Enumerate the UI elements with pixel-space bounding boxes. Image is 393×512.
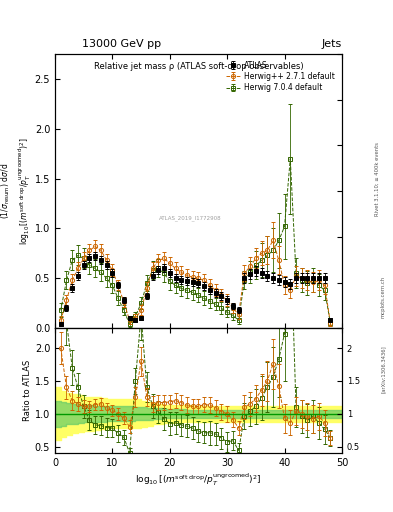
Text: Relative jet mass ρ (ATLAS soft-drop observables): Relative jet mass ρ (ATLAS soft-drop obs…: [94, 62, 303, 71]
Text: 13000 GeV pp: 13000 GeV pp: [82, 38, 162, 49]
Text: Rivet 3.1.10; ≥ 400k events: Rivet 3.1.10; ≥ 400k events: [375, 142, 380, 216]
Text: mcplots.cern.ch: mcplots.cern.ch: [381, 276, 386, 318]
Text: ATLAS_2019_I1772908: ATLAS_2019_I1772908: [158, 216, 221, 221]
Text: Jets: Jets: [321, 38, 342, 49]
Text: [arXiv:1306.3436]: [arXiv:1306.3436]: [381, 345, 386, 393]
Y-axis label: $(1/\sigma_{\rm resum})\ {\rm d}\sigma/{\rm d}$
$\log_{10}[(m^{\rm soft\ drop}/p: $(1/\sigma_{\rm resum})\ {\rm d}\sigma/{…: [0, 137, 33, 245]
X-axis label: $\log_{10}[(m^{\rm soft\ drop}/p_T^{\rm ungroomed})^2]$: $\log_{10}[(m^{\rm soft\ drop}/p_T^{\rm …: [135, 472, 262, 488]
Y-axis label: Ratio to ATLAS: Ratio to ATLAS: [23, 360, 32, 421]
Legend: ATLAS, Herwig++ 2.7.1 default, Herwig 7.0.4 default: ATLAS, Herwig++ 2.7.1 default, Herwig 7.…: [223, 57, 338, 95]
